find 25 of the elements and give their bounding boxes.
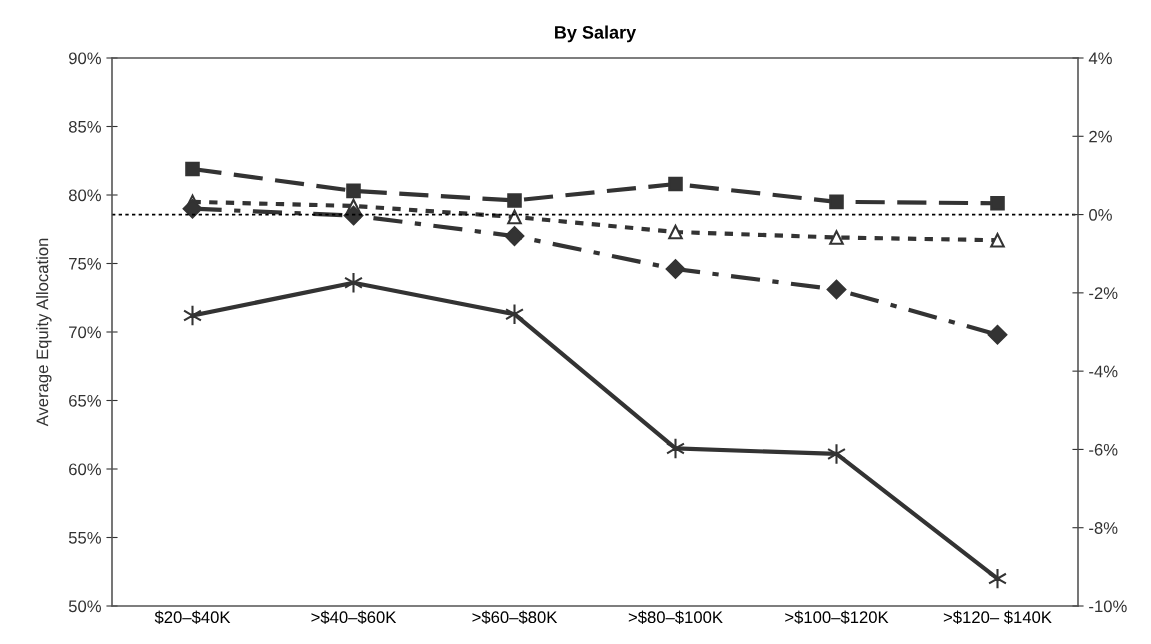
y-tick-label: 70% bbox=[69, 326, 101, 339]
x-tick-label: >$100–$120K bbox=[785, 610, 889, 625]
y-tick-label: 90% bbox=[69, 52, 101, 65]
x-tick-label: $20–$40K bbox=[154, 610, 231, 625]
y2-tick-label: -10% bbox=[1089, 600, 1127, 613]
x-tick-label: >$60–$80K bbox=[472, 610, 558, 625]
y2-tick-label: -2% bbox=[1089, 287, 1118, 299]
y-tick-label: 60% bbox=[69, 463, 101, 476]
y-tick-label: 55% bbox=[68, 531, 101, 544]
x-tick-label: >$40–$60K bbox=[311, 610, 397, 625]
y2-tick-label: -6% bbox=[1089, 443, 1118, 456]
y-axis-title: Average Equity Allocation bbox=[36, 238, 52, 427]
x-tick-label: >$120– $140K bbox=[943, 610, 1052, 625]
chart-title: By Salary bbox=[555, 25, 637, 43]
y-tick-label: 75% bbox=[69, 257, 101, 270]
y-tick-label: 85% bbox=[68, 120, 101, 133]
y-tick-label: 80% bbox=[68, 189, 101, 202]
y-tick-label: 65% bbox=[69, 394, 101, 407]
y-tick-label: 50% bbox=[68, 600, 101, 613]
y2-tick-label: -8% bbox=[1089, 522, 1118, 534]
y2-tick-label: 2% bbox=[1089, 130, 1112, 143]
y2-tick-label: 4% bbox=[1088, 52, 1112, 65]
x-tick-label: >$80–$100K bbox=[628, 610, 723, 625]
y2-tick-label: 0% bbox=[1089, 208, 1112, 221]
y2-tick-label: -4% bbox=[1089, 365, 1118, 378]
